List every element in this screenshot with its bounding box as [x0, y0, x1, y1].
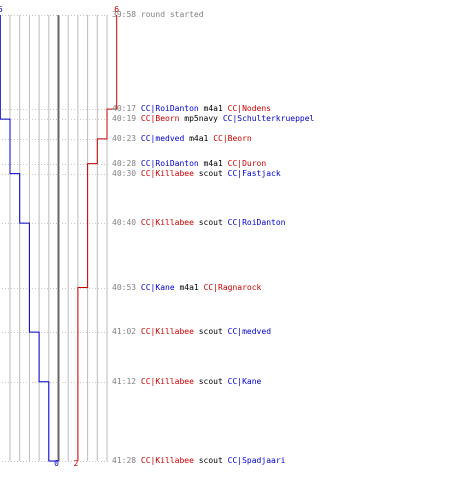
event-time: 40:40	[112, 218, 137, 227]
killer-name: CC|Killabee	[140, 327, 194, 336]
victim-name: CC|Schulterkrueppel	[222, 114, 315, 123]
weapon-name: m4a1	[203, 159, 223, 168]
killer-name: CC|RoiDanton	[140, 104, 199, 113]
event-row: 39:58 round started	[112, 10, 204, 20]
victim-name: CC|Nodens	[227, 104, 271, 113]
weapon-name: scout	[198, 456, 223, 465]
team-lines	[0, 15, 118, 462]
event-time: 41:28	[112, 456, 137, 465]
event-time: 40:30	[112, 169, 137, 178]
event-row: 40:23 CC|medved m4a1 CC|Beorn	[112, 134, 252, 144]
weapon-name: scout	[198, 377, 223, 386]
event-row: 40:17 CC|RoiDanton m4a1 CC|Nodens	[112, 104, 271, 114]
red-start-score-label: 6	[114, 5, 119, 14]
score-labels: 6 6 0 2	[0, 5, 119, 468]
event-row: 41:28 CC|Killabee scout CC|Spadjaari	[112, 456, 285, 466]
weapon-name: mp5navy	[184, 114, 218, 123]
event-time: 40:28	[112, 159, 137, 168]
weapon-name: scout	[198, 327, 223, 336]
killer-name: CC|Killabee	[140, 169, 194, 178]
event-row: 40:40 CC|Killabee scout CC|RoiDanton	[112, 218, 285, 228]
event-time: 40:23	[112, 134, 137, 143]
event-row: 40:28 CC|RoiDanton m4a1 CC|Duron	[112, 159, 266, 169]
blue-team-alive-line	[0, 15, 59, 462]
killer-name: CC|Beorn	[140, 114, 180, 123]
weapon-name: m4a1	[189, 134, 209, 143]
victim-name: CC|Spadjaari	[227, 456, 286, 465]
killer-name: CC|RoiDanton	[140, 159, 199, 168]
killer-name: CC|Killabee	[140, 456, 194, 465]
weapon-name: scout	[198, 169, 223, 178]
weapon-name: m4a1	[203, 104, 223, 113]
weapon-name: scout	[198, 218, 223, 227]
victim-name: CC|RoiDanton	[227, 218, 286, 227]
event-row: 41:12 CC|Killabee scout CC|Kane	[112, 377, 261, 387]
victim-name: CC|medved	[227, 327, 272, 336]
killer-name: CC|medved	[140, 134, 185, 143]
timeline-grid	[2, 15, 110, 462]
event-message: round started	[140, 10, 204, 19]
weapon-name: m4a1	[179, 283, 199, 292]
killer-name: CC|Killabee	[140, 377, 194, 386]
event-time: 41:02	[112, 327, 137, 336]
event-time: 40:19	[112, 114, 137, 123]
victim-name: CC|Fastjack	[227, 169, 281, 178]
killer-name: CC|Kane	[140, 283, 175, 292]
event-time: 40:53	[112, 283, 137, 292]
blue-end-score-label: 0	[54, 459, 59, 468]
event-time: 41:12	[112, 377, 137, 386]
killer-name: CC|Killabee	[140, 218, 194, 227]
event-row: 40:53 CC|Kane m4a1 CC|Ragnarock	[112, 283, 261, 293]
red-end-score-label: 2	[73, 459, 78, 468]
blue-start-score-label: 6	[0, 5, 3, 14]
victim-name: CC|Ragnarock	[203, 283, 262, 292]
event-time: 39:58	[112, 10, 137, 19]
red-team-alive-line	[77, 15, 118, 461]
event-row: 41:02 CC|Killabee scout CC|medved	[112, 327, 271, 337]
event-row: 40:19 CC|Beorn mp5navy CC|Schulterkruepp…	[112, 114, 314, 124]
event-time: 40:17	[112, 104, 137, 113]
victim-name: CC|Duron	[227, 159, 267, 168]
event-row: 40:30 CC|Killabee scout CC|Fastjack	[112, 169, 281, 179]
victim-name: CC|Beorn	[213, 134, 252, 143]
victim-name: CC|Kane	[227, 377, 262, 386]
